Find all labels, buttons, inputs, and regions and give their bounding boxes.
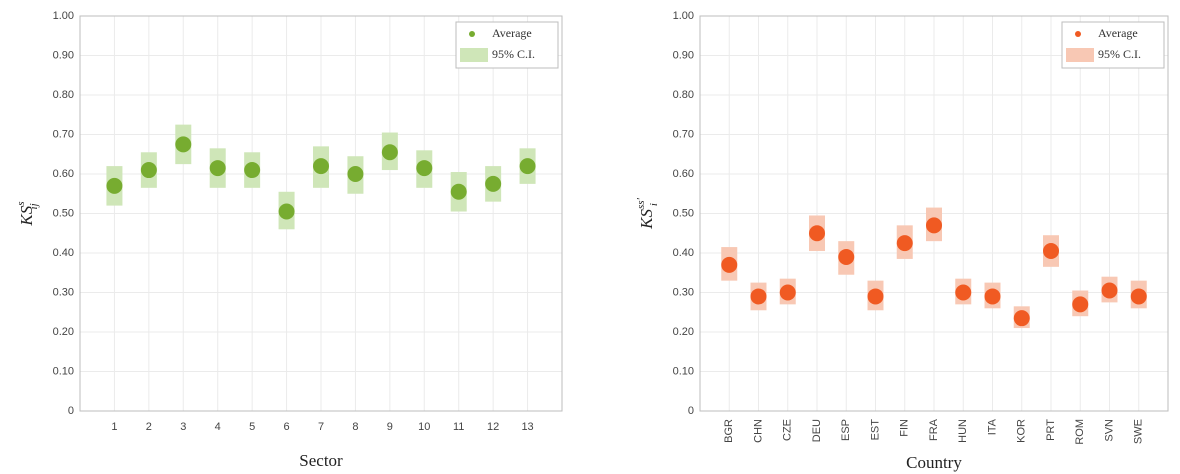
- x-tick-label: 8: [352, 421, 358, 433]
- x-tick-label: 7: [318, 421, 324, 433]
- x-tick-label: 10: [418, 421, 430, 433]
- x-tick-label: ITA: [986, 418, 998, 435]
- average-dot: [278, 203, 295, 220]
- y-tick-label: 0.70: [673, 128, 694, 140]
- legend-label: 95% C.I.: [1098, 47, 1141, 61]
- average-dot: [984, 288, 1001, 305]
- x-tick-label: SWE: [1133, 419, 1145, 444]
- average-dot: [485, 175, 502, 192]
- y-tick-label: 0.40: [673, 247, 694, 259]
- y-tick-label: 0.50: [53, 207, 74, 219]
- y-tick-label: 0.80: [53, 89, 74, 101]
- legend-marker: [469, 31, 475, 37]
- y-label-sup: ss': [635, 197, 647, 209]
- y-tick-label: 0.80: [673, 89, 694, 101]
- x-tick-label: BGR: [723, 419, 735, 443]
- y-tick-label: 0: [688, 405, 694, 417]
- legend-label: Average: [1098, 26, 1138, 40]
- average-dot: [175, 136, 192, 153]
- legend-label: Average: [492, 26, 532, 40]
- x-tick-label: 2: [146, 421, 152, 433]
- plot-frame: [79, 15, 563, 412]
- x-tick-label: FIN: [899, 419, 911, 437]
- x-axis-label: Country: [906, 453, 962, 472]
- x-tick-label: PRT: [1045, 419, 1057, 441]
- x-tick-label: ESP: [840, 419, 852, 441]
- average-dot: [1101, 282, 1118, 299]
- x-tick-label: 1: [111, 421, 117, 433]
- average-dot: [867, 288, 884, 305]
- average-dot: [750, 288, 767, 305]
- y-label-base: KS: [17, 205, 36, 226]
- average-dot: [313, 158, 329, 175]
- average-dot: [926, 217, 942, 234]
- average-dot: [140, 162, 157, 179]
- x-tick-label: CZE: [782, 419, 794, 441]
- y-tick-label: 0.60: [673, 168, 694, 180]
- x-tick-label: 6: [284, 421, 290, 433]
- y-tick-label: 0.40: [53, 247, 74, 259]
- y-tick-label: 0.50: [673, 207, 694, 219]
- y-tick-label: 0.10: [673, 365, 694, 377]
- average-dot: [519, 158, 536, 175]
- average-dot: [1043, 243, 1059, 260]
- legend-marker: [1075, 31, 1081, 37]
- average-dot: [381, 144, 398, 161]
- y-tick-label: 0.90: [53, 49, 74, 61]
- x-tick-label: 4: [215, 421, 221, 433]
- average-dot: [244, 162, 261, 179]
- y-tick-label: 0: [68, 405, 74, 417]
- legend-patch: [1066, 48, 1094, 62]
- y-axis-label: KSss'i: [635, 197, 660, 229]
- average-dot: [809, 225, 825, 242]
- average-dot: [721, 256, 738, 273]
- y-label-sub: ij: [28, 203, 40, 209]
- average-dot: [1072, 296, 1089, 313]
- x-axis-label: Sector: [299, 451, 343, 470]
- x-tick-label: 5: [249, 421, 255, 433]
- x-tick-label: 13: [521, 421, 533, 433]
- average-dot: [416, 160, 433, 177]
- x-tick-label: CHN: [752, 419, 764, 443]
- average-dot: [209, 160, 226, 177]
- average-dot: [779, 284, 796, 301]
- y-tick-label: 0.10: [53, 365, 74, 377]
- legend-label: 95% C.I.: [492, 47, 535, 61]
- y-tick-label: 0.70: [53, 128, 74, 140]
- average-dot: [1013, 310, 1030, 327]
- legend-patch: [460, 48, 488, 62]
- x-tick-label: 12: [487, 421, 499, 433]
- average-dot: [347, 166, 364, 182]
- y-label-base: KS: [637, 209, 656, 230]
- average-dot: [450, 183, 467, 200]
- y-label-sub: i: [648, 203, 660, 206]
- y-tick-label: 0.30: [53, 286, 74, 298]
- x-tick-label: FRA: [928, 418, 940, 441]
- x-tick-label: 3: [180, 421, 186, 433]
- x-tick-label: HUN: [957, 419, 969, 443]
- average-dot: [838, 248, 855, 265]
- plot-frame: [699, 15, 1169, 412]
- y-tick-label: 1.00: [673, 10, 694, 22]
- y-axis-label: KSsij: [15, 201, 40, 226]
- y-label-sup: s: [15, 201, 27, 205]
- x-tick-label: SVN: [1103, 419, 1115, 442]
- x-tick-label: 11: [453, 421, 464, 433]
- y-tick-label: 0.90: [673, 49, 694, 61]
- y-tick-label: 0.60: [53, 168, 74, 180]
- x-tick-label: EST: [869, 419, 881, 441]
- y-tick-label: 0.20: [673, 326, 694, 338]
- x-tick-label: ROM: [1074, 419, 1086, 445]
- average-dot: [896, 235, 913, 252]
- average-dot: [955, 284, 972, 301]
- x-tick-label: 9: [387, 421, 393, 433]
- y-tick-label: 0.20: [53, 326, 74, 338]
- y-tick-label: 0.30: [673, 286, 694, 298]
- y-tick-label: 1.00: [53, 10, 74, 22]
- x-tick-label: KOR: [1016, 419, 1028, 443]
- average-dot: [106, 177, 123, 194]
- x-tick-label: DEU: [811, 419, 823, 442]
- average-dot: [1130, 288, 1147, 305]
